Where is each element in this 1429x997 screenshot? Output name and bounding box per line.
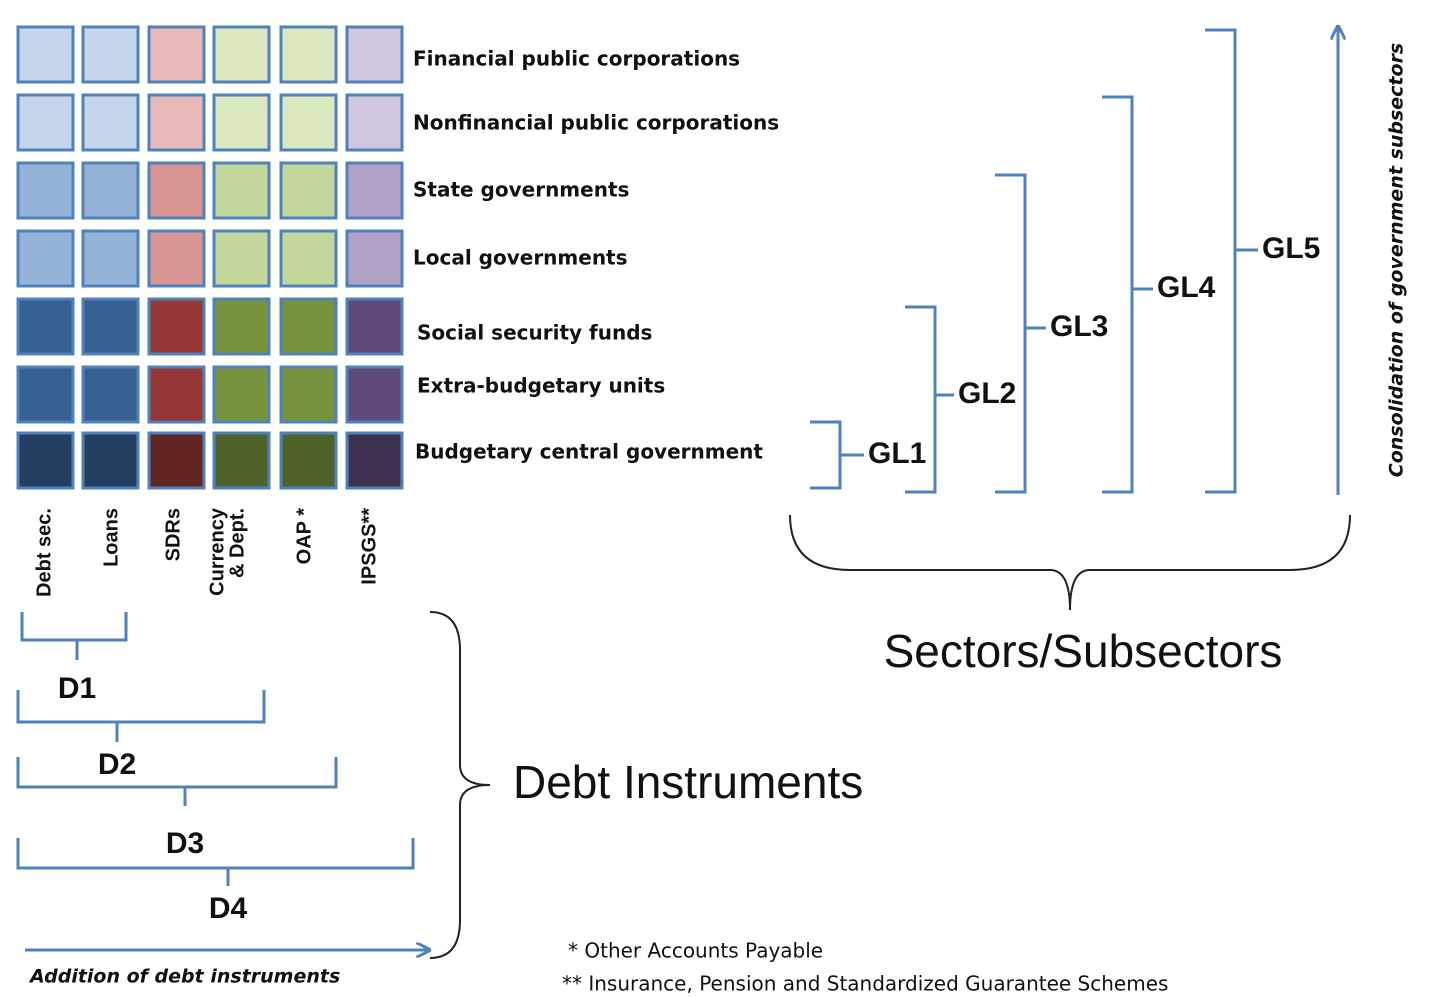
gl-label: GL4 bbox=[1157, 271, 1216, 304]
sector-label: Local governments bbox=[413, 246, 628, 270]
cell bbox=[16, 297, 75, 356]
footnote: * Other Accounts Payable bbox=[568, 939, 823, 963]
cell bbox=[345, 161, 404, 220]
cell bbox=[81, 431, 140, 490]
instruments-brace bbox=[429, 611, 491, 959]
cell bbox=[212, 431, 271, 490]
cell bbox=[279, 365, 338, 424]
cell bbox=[279, 25, 338, 84]
d-bracket bbox=[16, 838, 415, 886]
cell bbox=[147, 93, 206, 152]
cell bbox=[81, 93, 140, 152]
sector-label: Extra-budgetary units bbox=[417, 374, 665, 398]
instrument-label: Currency bbox=[206, 507, 228, 596]
instrument-label: Debt sec. bbox=[33, 508, 55, 597]
cell bbox=[81, 25, 140, 84]
cell bbox=[345, 25, 404, 84]
d-label: D3 bbox=[166, 827, 204, 860]
cell bbox=[147, 431, 206, 490]
d-label: D4 bbox=[209, 892, 248, 925]
sectors-brace bbox=[789, 514, 1351, 611]
consolidation-label: Consolidation of government subsectors bbox=[1386, 43, 1408, 478]
cell bbox=[345, 297, 404, 356]
sector-label: Financial public corporations bbox=[413, 47, 740, 71]
instrument-label: & Dept. bbox=[226, 508, 248, 578]
cell bbox=[212, 365, 271, 424]
cell bbox=[16, 431, 75, 490]
d-label: D1 bbox=[58, 672, 96, 705]
cell bbox=[212, 229, 271, 288]
footnote: ** Insurance, Pension and Standardized G… bbox=[562, 972, 1168, 996]
cell bbox=[16, 93, 75, 152]
cell bbox=[212, 297, 271, 356]
cell bbox=[279, 161, 338, 220]
cell bbox=[212, 93, 271, 152]
cell bbox=[212, 25, 271, 84]
gl-bracket bbox=[1205, 28, 1258, 494]
cell bbox=[279, 229, 338, 288]
cell bbox=[16, 25, 75, 84]
cell bbox=[81, 365, 140, 424]
d-bracket bbox=[16, 690, 266, 742]
sector-label: State governments bbox=[413, 178, 629, 202]
cell bbox=[16, 365, 75, 424]
gl-bracket bbox=[905, 305, 954, 494]
d-bracket bbox=[16, 757, 338, 806]
cell bbox=[16, 229, 75, 288]
matrix bbox=[16, 25, 404, 490]
gl-label: GL3 bbox=[1050, 310, 1108, 343]
cell bbox=[147, 25, 206, 84]
cell bbox=[147, 365, 206, 424]
cell bbox=[81, 161, 140, 220]
cell bbox=[345, 431, 404, 490]
addition-label: Addition of debt instruments bbox=[28, 966, 340, 988]
instrument-label: Loans bbox=[100, 508, 122, 567]
sector-label: Nonfinancial public corporations bbox=[413, 111, 779, 135]
cell bbox=[147, 297, 206, 356]
instruments-label: Debt Instruments bbox=[513, 756, 863, 808]
gl-bracket bbox=[810, 420, 864, 490]
cell bbox=[279, 297, 338, 356]
cell bbox=[16, 161, 75, 220]
cell bbox=[81, 297, 140, 356]
instrument-label: SDRs bbox=[162, 508, 184, 561]
gl-bracket bbox=[995, 173, 1046, 494]
cell bbox=[81, 229, 140, 288]
cell bbox=[279, 93, 338, 152]
gl-bracket bbox=[1102, 95, 1153, 494]
d-label: D2 bbox=[98, 748, 136, 781]
gl-label: GL5 bbox=[1262, 232, 1320, 265]
instrument-label: OAP * bbox=[293, 508, 315, 565]
cell bbox=[279, 431, 338, 490]
cell bbox=[345, 229, 404, 288]
gl-label: GL1 bbox=[868, 437, 926, 470]
cell bbox=[345, 365, 404, 424]
instrument-label: IPSGS** bbox=[358, 508, 380, 585]
sectors-label: Sectors/Subsectors bbox=[884, 625, 1283, 677]
cell bbox=[147, 229, 206, 288]
d-bracket bbox=[20, 612, 128, 660]
sector-label: Budgetary central government bbox=[415, 440, 763, 464]
sector-label: Social security funds bbox=[417, 321, 652, 345]
gl-label: GL2 bbox=[958, 377, 1016, 410]
cell bbox=[212, 161, 271, 220]
cell bbox=[147, 161, 206, 220]
cell bbox=[345, 93, 404, 152]
